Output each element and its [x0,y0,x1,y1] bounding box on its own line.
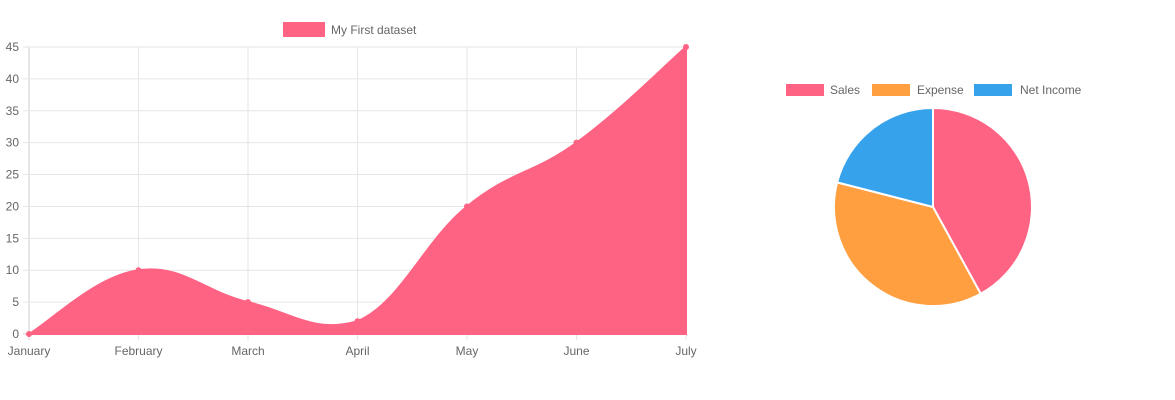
pie-chart: Sales Expense Net Income [786,83,1082,307]
y-tick-label: 15 [6,231,20,245]
y-tick-label: 45 [6,40,20,54]
legend-label-expense: Expense [917,83,964,97]
data-point-april[interactable] [354,318,361,325]
y-tick-label: 25 [6,168,20,182]
x-tick-label: July [675,344,696,358]
x-tick-label: May [456,344,479,358]
area-chart-points [26,44,689,337]
x-tick-label: January [8,344,51,358]
y-tick-label: 35 [6,104,20,118]
x-tick-label: June [563,344,589,358]
x-tick-label: March [231,344,264,358]
pie-slice-expense[interactable] [833,181,983,307]
x-tick-label: April [345,344,369,358]
y-tick-label: 10 [6,263,20,277]
legend-label-net-income: Net Income [1020,83,1082,97]
data-point-may[interactable] [464,203,470,210]
pie-slice-sales[interactable] [932,106,1033,296]
data-point-january[interactable] [26,331,32,337]
data-point-february[interactable] [135,267,142,274]
x-tick-label: February [114,344,162,358]
y-tick-label: 5 [12,295,19,309]
y-tick-label: 0 [12,327,19,341]
y-tick-label: 20 [6,199,20,213]
area-chart-y-ticks: 0 5 10 15 20 25 30 35 40 45 [6,40,20,341]
data-point-june[interactable] [573,139,580,146]
legend-swatch-net-income [974,84,1012,96]
data-point-march[interactable] [245,299,251,306]
area-chart-x-ticks: January February March April May June July [8,344,697,358]
legend-label-my-first-dataset: My First dataset [331,23,417,37]
area-chart-legend[interactable]: My First dataset [283,22,417,37]
y-tick-label: 30 [6,136,20,150]
legend-swatch-sales [786,84,824,96]
data-point-july[interactable] [683,44,689,50]
pie-slices [833,106,1033,307]
y-tick-label: 40 [6,72,20,86]
pie-slice-net-income[interactable] [835,106,934,209]
area-chart: My First dataset 0 5 10 15 20 25 30 35 40 45 Janu… [6,22,697,358]
legend-swatch-my-first-dataset [283,22,325,37]
legend-swatch-expense [872,84,910,96]
pie-chart-legend[interactable]: Sales Expense Net Income [786,83,1082,97]
legend-label-sales: Sales [830,83,860,97]
